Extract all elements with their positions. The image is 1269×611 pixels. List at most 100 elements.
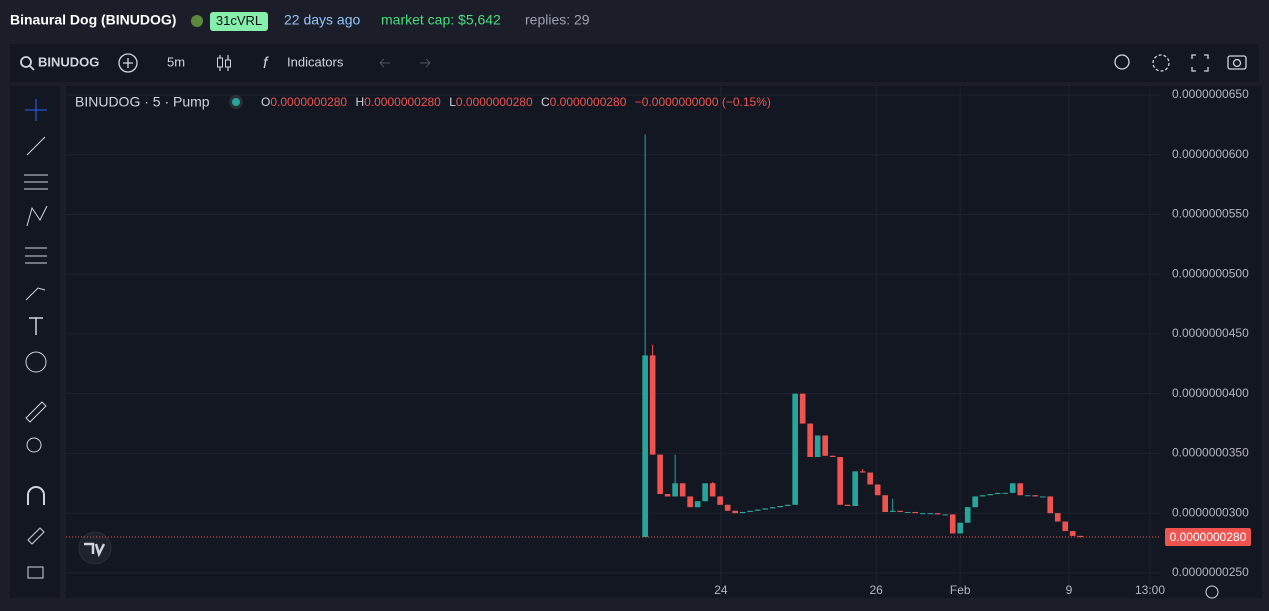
candle-icon [217,57,223,68]
chart-title: BINUDOG · 5 · Pump [75,94,210,110]
legend-value: 0.0000000280 [550,95,627,109]
magnet-tool[interactable] [27,486,45,505]
candle-body [724,504,731,511]
candle-body [844,504,851,506]
undo-icon[interactable] [379,58,390,68]
legend-value: 0.0000000280 [364,95,441,109]
plot-area [66,86,1160,598]
axis-settings[interactable] [1205,585,1219,599]
candle-body [732,510,738,514]
legend-change: −0.0000000000 (−0.15%) [635,95,771,109]
legend-label: O [261,95,270,109]
redo-icon[interactable] [420,58,431,68]
candle-body [859,471,866,473]
pattern-tool[interactable] [26,205,48,227]
candle-body [799,393,806,424]
replies: replies: 29 [525,12,590,28]
fib-tool[interactable] [24,174,48,190]
creator-badge[interactable] [210,12,268,31]
candle-body [889,510,896,512]
add-icon [123,58,133,68]
last-price-box [1165,528,1251,547]
candle-body [1024,495,1031,497]
candle-body [829,455,836,458]
brush-tool[interactable] [25,287,46,301]
candle-body [949,514,956,534]
candle-body [814,435,821,458]
price-axis [1160,86,1262,598]
candle-body [904,511,911,513]
fx-icon[interactable]: f [263,55,269,72]
candle-icon [225,59,231,68]
candle-body [657,454,663,495]
candle-body [754,509,761,511]
y-tick-label: 0.0000000400 [1172,386,1249,400]
candle-body [672,483,678,497]
candle-body [912,511,919,514]
x-tick-label: 24 [714,583,728,597]
camera-icon [1232,58,1242,68]
candle-body [1047,496,1054,514]
text-tool[interactable] [29,317,43,335]
camera-icon[interactable] [1227,55,1247,70]
line-tool[interactable] [26,136,46,156]
toolbar [10,44,1259,82]
y-tick-label: 0.0000000550 [1172,207,1249,221]
x-tick-label: 13:00 [1135,583,1165,597]
candle-body [709,483,716,497]
candle-body [919,513,926,515]
candle-body [664,494,671,497]
candle-body [792,393,798,505]
candle-body [942,514,949,516]
search-icon[interactable] [20,56,32,68]
search-icon [29,65,35,71]
y-tick-label: 0.0000000250 [1172,565,1249,579]
lock-draw-tool[interactable] [27,527,45,545]
candle-body [994,492,1001,495]
candle-body [837,457,843,505]
y-tick-label: 0.0000000300 [1172,505,1249,519]
projection-tool[interactable] [25,247,47,264]
status-dot [232,98,240,106]
candle-body [649,355,656,455]
symbol[interactable]: BINUDOG [38,54,99,69]
interval[interactable]: 5m [167,54,185,69]
candle-body [702,483,708,502]
x-tick-label: 26 [870,583,884,597]
fullscreen-icon[interactable] [1191,54,1209,72]
tv-logo [84,542,106,558]
legend-label: H [355,95,364,109]
zoom-tool[interactable] [26,437,42,453]
candle-body [747,510,753,512]
age: 22 days ago [284,12,360,28]
y-tick-label: 0.0000000500 [1172,266,1249,280]
x-tick-label: 9 [1066,583,1073,597]
y-tick-label: 0.0000000650 [1172,87,1249,101]
x-tick-label: Feb [950,583,971,597]
lock-tool[interactable] [27,566,44,579]
indicators[interactable]: Indicators [287,54,344,69]
candle-body [762,508,768,510]
last-price-label: 0.0000000280 [1170,530,1247,544]
candle-body [769,507,776,509]
candle-body [852,471,858,506]
candle-body [1069,531,1076,536]
candle-body [739,511,746,514]
creator[interactable]: 31cVRL [216,13,262,28]
candle-body [1077,535,1084,538]
y-tick-label: 0.0000000450 [1172,326,1249,340]
candle-body [1017,483,1024,496]
candle-body [874,484,881,496]
candle-body [934,513,941,515]
emoji-tool[interactable] [25,351,47,373]
avatar [191,15,203,27]
alert-icon[interactable] [1114,54,1130,70]
drawing-toolbar [10,86,60,598]
add-icon[interactable] [118,53,138,73]
candle-body [979,495,986,497]
ruler-tool[interactable] [25,401,47,423]
crosshair-tool[interactable] [25,99,47,121]
candle-body [1062,521,1069,532]
tv-logo[interactable] [78,531,112,565]
settings-icon[interactable] [1152,54,1170,72]
